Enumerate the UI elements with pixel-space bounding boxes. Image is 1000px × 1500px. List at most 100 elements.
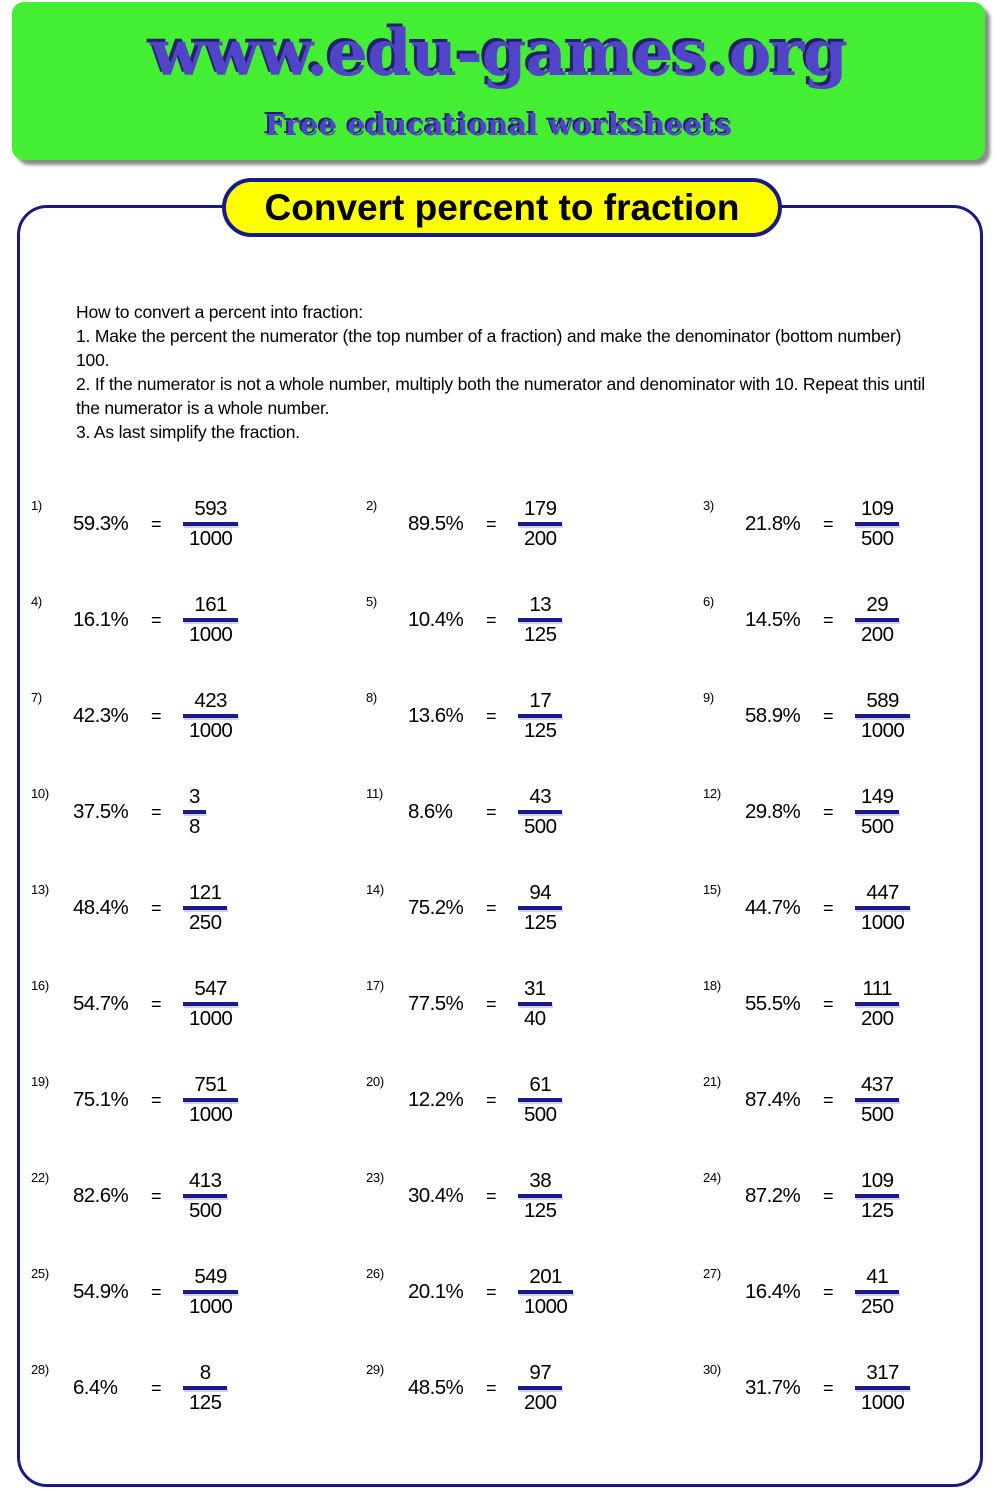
equals-sign: = [823,1089,834,1110]
fraction-bar [183,1290,239,1294]
percent-value: 87.4% [745,1088,801,1111]
fraction: 423 1000 [183,689,239,743]
worksheet-box: How to convert a percent into fraction: 1… [17,205,983,1487]
problem-number: 5) [366,593,377,609]
problem-number: 7) [31,689,42,705]
problem: 7) 42.3% = 423 1000 [31,668,366,764]
fraction: 38 125 [518,1169,563,1223]
fraction: 111 200 [855,977,900,1031]
equals-sign: = [486,705,497,726]
site-subtitle: Free educational worksheets [264,108,733,142]
equals-sign: = [823,993,834,1014]
fraction: 8 125 [183,1361,228,1415]
problem: 22) 82.6% = 413 500 [31,1148,366,1244]
problem-number: 17) [366,977,384,993]
problem: 26) 20.1% = 201 1000 [366,1244,703,1340]
percent-value: 87.2% [745,1184,801,1207]
equals-sign: = [486,801,497,822]
problem: 18) 55.5% = 111 200 [703,956,975,1052]
fraction-bar [855,810,900,814]
worksheet-title-pill: Convert percent to fraction [222,178,782,237]
fraction-numerator: 589 [866,689,899,712]
problem-number: 4) [31,593,42,609]
fraction: 161 1000 [183,593,239,647]
percent-value: 6.4% [73,1376,118,1399]
percent-value: 29.8% [745,800,801,823]
percent-value: 12.2% [408,1088,464,1111]
equals-sign: = [486,993,497,1014]
fraction-numerator: 413 [189,1169,222,1192]
fraction-bar [183,522,239,526]
worksheet-title: Convert percent to fraction [264,186,740,228]
problem: 24) 87.2% = 109 125 [703,1148,975,1244]
fraction-bar [855,1194,900,1198]
fraction-bar [183,810,206,814]
problem-number: 23) [366,1169,384,1185]
fraction: 43 500 [518,785,563,839]
percent-value: 37.5% [73,800,129,823]
problem-number: 8) [366,689,377,705]
percent-value: 55.5% [745,992,801,1015]
fraction-numerator: 121 [189,881,222,904]
equals-sign: = [151,993,162,1014]
equals-sign: = [151,705,162,726]
fraction-denominator: 1000 [861,719,905,742]
fraction-denominator: 125 [524,719,557,742]
percent-value: 48.4% [73,896,129,919]
fraction-numerator: 111 [862,977,893,1000]
problem-number: 20) [366,1073,384,1089]
fraction-numerator: 109 [861,1169,894,1192]
equals-sign: = [151,1377,162,1398]
problem: 28) 6.4% = 8 125 [31,1340,366,1436]
fraction-numerator: 593 [194,497,227,520]
fraction: 31 40 [518,977,552,1031]
fraction-numerator: 437 [861,1073,894,1096]
problem: 5) 10.4% = 13 125 [366,572,703,668]
fraction-bar [855,522,900,526]
fraction-denominator: 250 [861,1295,894,1318]
problem: 2) 89.5% = 179 200 [366,476,703,572]
fraction-denominator: 1000 [189,623,233,646]
problem-number: 11) [366,785,383,801]
fraction-denominator: 1000 [189,1295,233,1318]
fraction: 549 1000 [183,1265,239,1319]
percent-value: 16.1% [73,608,129,631]
percent-value: 54.9% [73,1280,129,1303]
problem: 11) 8.6% = 43 500 [366,764,703,860]
fraction-bar [518,906,563,910]
problem: 12) 29.8% = 149 500 [703,764,975,860]
fraction-denominator: 200 [861,623,894,646]
fraction-numerator: 17 [529,689,551,712]
fraction-bar [183,618,239,622]
instructions: How to convert a percent into fraction: 1… [76,300,938,444]
problem: 14) 75.2% = 94 125 [366,860,703,956]
problem: 13) 48.4% = 121 250 [31,860,366,956]
fraction: 109 500 [855,497,900,551]
fraction-numerator: 109 [861,497,894,520]
problem-number: 21) [703,1073,721,1089]
problem: 6) 14.5% = 29 200 [703,572,975,668]
equals-sign: = [151,1281,162,1302]
equals-sign: = [486,1377,497,1398]
equals-sign: = [486,1185,497,1206]
fraction-bar [518,714,563,718]
equals-sign: = [823,1281,834,1302]
problem-number: 9) [703,689,714,705]
fraction-bar [183,1002,239,1006]
percent-value: 58.9% [745,704,801,727]
problem-number: 26) [366,1265,384,1281]
equals-sign: = [486,897,497,918]
percent-value: 14.5% [745,608,801,631]
equals-sign: = [486,1089,497,1110]
problem-number: 2) [366,497,377,513]
fraction-bar [518,1290,574,1294]
percent-value: 59.3% [73,512,129,535]
percent-value: 75.2% [408,896,464,919]
equals-sign: = [486,609,497,630]
fraction-bar [855,1002,900,1006]
fraction: 41 250 [855,1265,900,1319]
problem-number: 16) [31,977,49,993]
fraction-bar [183,1098,239,1102]
problem: 3) 21.8% = 109 500 [703,476,975,572]
fraction-bar [518,1386,563,1390]
